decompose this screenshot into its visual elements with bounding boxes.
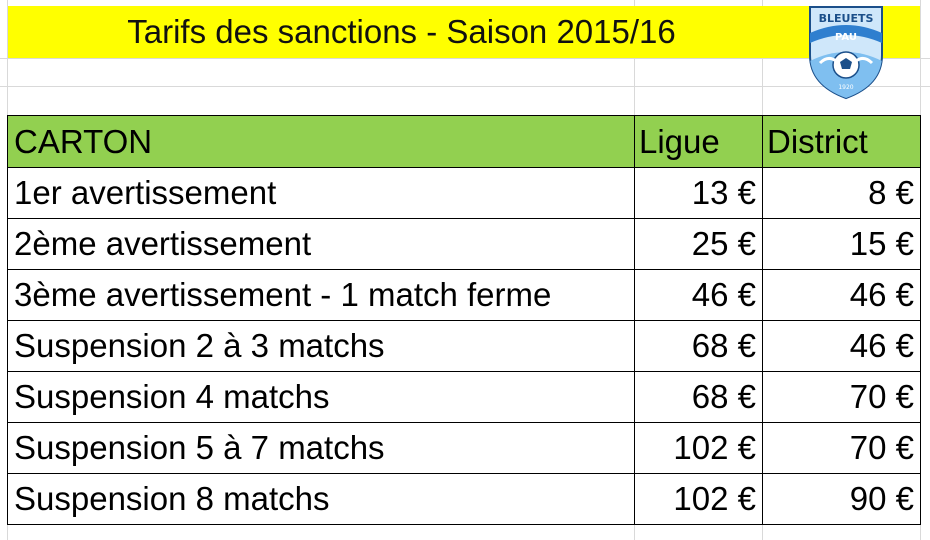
row-ligue-value: 13 € [634,167,763,219]
title-banner: Tarifs des sanctions - Saison 2015/16 [8,6,920,58]
table-row: Suspension 2 à 3 matchs 68 € 46 € [7,320,921,372]
row-ligue-value: 68 € [634,320,763,372]
row-ligue-value: 46 € [634,269,763,321]
table-row: Suspension 8 matchs 102 € 90 € [7,473,921,525]
row-ligue-value: 68 € [634,371,763,423]
row-district-value: 8 € [762,167,921,219]
table-row: 2ème avertissement 25 € 15 € [7,218,921,270]
row-label: 2ème avertissement [7,218,635,270]
row-ligue-value: 102 € [634,422,763,474]
header-carton: CARTON [7,115,635,168]
table-row: 3ème avertissement - 1 match ferme 46 € … [7,269,921,321]
table-row: Suspension 5 à 7 matchs 102 € 70 € [7,422,921,474]
row-label: Suspension 8 matchs [7,473,635,525]
table-header-row: CARTON Ligue District [7,115,921,168]
row-district-value: 46 € [762,269,921,321]
row-district-value: 15 € [762,218,921,270]
row-label: Suspension 4 matchs [7,371,635,423]
row-label: Suspension 2 à 3 matchs [7,320,635,372]
row-ligue-value: 102 € [634,473,763,525]
row-label: 1er avertissement [7,167,635,219]
header-district: District [762,115,921,168]
row-label: Suspension 5 à 7 matchs [7,422,635,474]
logo-text-top: BLEUETS [819,12,874,25]
club-logo-icon: BLEUETS PAU 1920 [809,6,883,100]
sanctions-table: CARTON Ligue District 1er avertissement … [7,115,921,525]
row-district-value: 70 € [762,422,921,474]
logo-text-mid: PAU [835,32,857,43]
row-district-value: 70 € [762,371,921,423]
row-label: 3ème avertissement - 1 match ferme [7,269,635,321]
header-ligue: Ligue [634,115,763,168]
logo-year: 1920 [838,84,853,91]
row-ligue-value: 25 € [634,218,763,270]
table-row: Suspension 4 matchs 68 € 70 € [7,371,921,423]
table-row: 1er avertissement 13 € 8 € [7,167,921,219]
row-district-value: 90 € [762,473,921,525]
page-title: Tarifs des sanctions - Saison 2015/16 [127,13,676,50]
row-district-value: 46 € [762,320,921,372]
